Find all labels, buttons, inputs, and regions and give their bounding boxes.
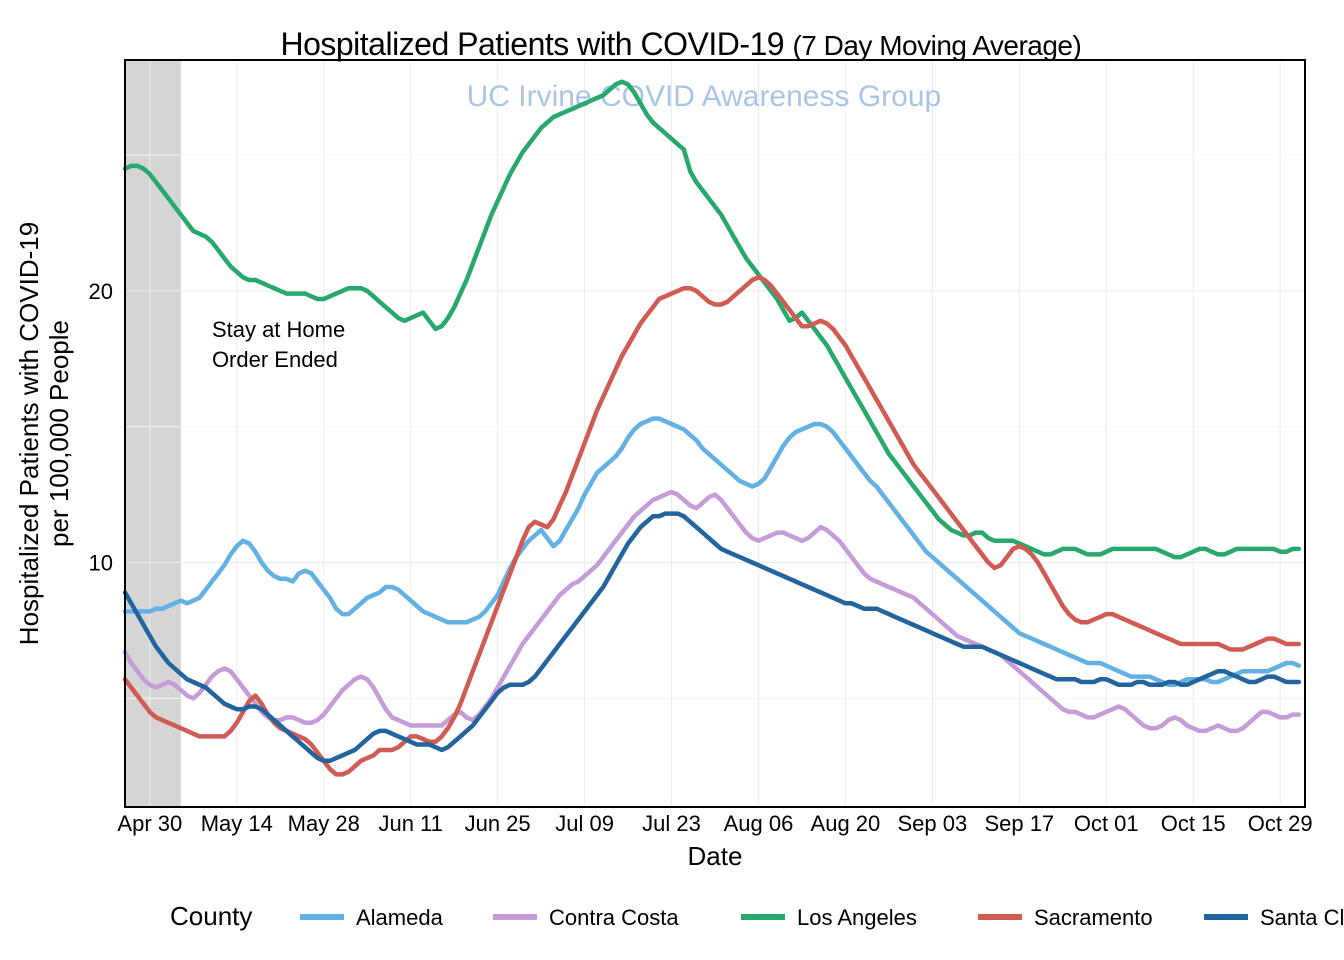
y-axis-label: Hospitalized Patients with COVID-19per 1… xyxy=(14,222,74,645)
xtick-label: May 14 xyxy=(201,811,273,836)
xtick-label: Sep 17 xyxy=(984,811,1054,836)
legend-label: Sacramento xyxy=(1034,905,1153,930)
xtick-label: Oct 01 xyxy=(1074,811,1139,836)
xtick-label: Jun 11 xyxy=(378,811,442,836)
xtick-label: Aug 20 xyxy=(811,811,881,836)
xtick-label: Sep 03 xyxy=(898,811,968,836)
series-contra-costa xyxy=(125,492,1299,731)
annotation-line2: Order Ended xyxy=(212,347,338,372)
xtick-label: Aug 06 xyxy=(724,811,794,836)
legend-label: Alameda xyxy=(356,905,444,930)
x-axis-label: Date xyxy=(688,841,743,871)
ytick-label: 20 xyxy=(89,279,113,304)
chart-svg: 10 20 Apr 30 May 14 May 28 Jun 11 Jun 25 Jul 09… xyxy=(0,0,1344,960)
xtick-label: Oct 15 xyxy=(1161,811,1226,836)
xtick-label: Apr 30 xyxy=(117,811,182,836)
legend-label: Santa Clara xyxy=(1260,905,1344,930)
xtick-label: Oct 29 xyxy=(1248,811,1313,836)
legend-label: Contra Costa xyxy=(549,905,679,930)
xtick-label: Jul 23 xyxy=(642,811,701,836)
ytick-label: 10 xyxy=(89,551,113,576)
xtick-label: May 28 xyxy=(288,811,360,836)
panel-border xyxy=(125,60,1305,807)
legend-title: County xyxy=(170,901,252,931)
watermark: UC Irvine COVID Awareness Group xyxy=(467,80,942,113)
shaded-band xyxy=(125,60,181,807)
chart-container: Hospitalized Patients with COVID-19 (7 D… xyxy=(0,0,1344,960)
legend-label: Los Angeles xyxy=(797,905,917,930)
series-alameda xyxy=(125,419,1299,685)
xtick-label: Jul 09 xyxy=(555,811,614,836)
xtick-label: Jun 25 xyxy=(465,811,531,836)
annotation-line1: Stay at Home xyxy=(212,317,345,342)
